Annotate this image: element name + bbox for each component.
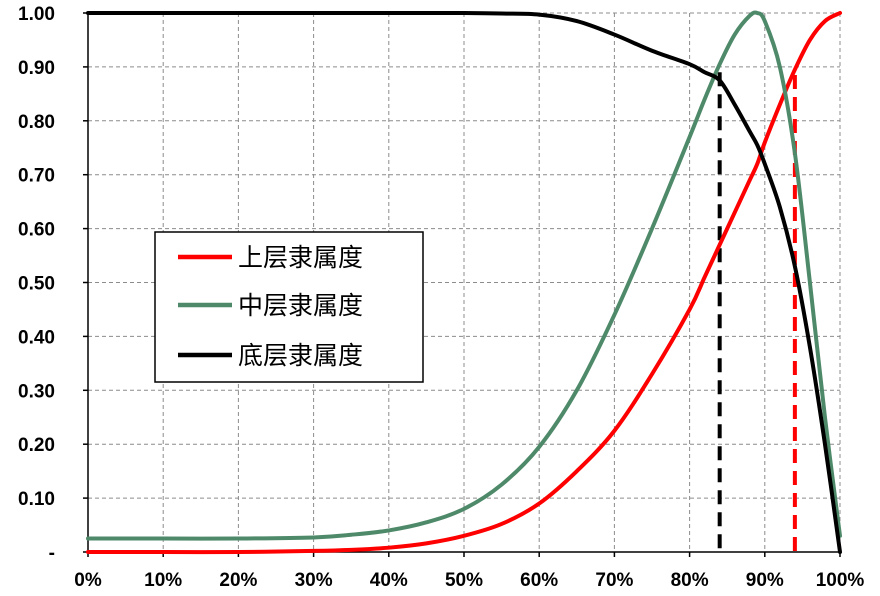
series-line-upper bbox=[86, 11, 842, 555]
x-tick-label: 20% bbox=[219, 570, 257, 591]
y-tick-label: 0.90 bbox=[18, 58, 55, 79]
legend-label-upper: 上层隶属度 bbox=[238, 243, 363, 272]
series-lines bbox=[86, 10, 842, 555]
x-tick-label: 100% bbox=[816, 570, 865, 591]
x-tick-label: 30% bbox=[295, 570, 333, 591]
x-tick-label: 0% bbox=[74, 570, 102, 591]
x-tick-label: 80% bbox=[671, 570, 709, 591]
y-tick-label: 0.20 bbox=[18, 435, 55, 456]
x-tick-label: 10% bbox=[144, 570, 182, 591]
y-tick-label: - bbox=[49, 543, 55, 564]
x-axis-ticks: 0% 10% 20% 30% 40% 50% 60% 70% 80% 90% 100% bbox=[74, 570, 864, 591]
y-tick-label: 0.40 bbox=[18, 327, 55, 348]
series-line-lower bbox=[86, 10, 842, 554]
series-line-middle bbox=[86, 10, 842, 541]
legend-label-lower: 底层隶属度 bbox=[238, 341, 363, 370]
x-tick-label: 50% bbox=[445, 570, 483, 591]
y-tick-label: 0.80 bbox=[18, 112, 55, 133]
y-tick-label: 1.00 bbox=[18, 4, 55, 25]
x-tick-label: 90% bbox=[746, 570, 784, 591]
legend-label-middle: 中层隶属度 bbox=[238, 291, 363, 320]
y-tick-label: 0.50 bbox=[18, 274, 55, 295]
y-axis-ticks: - 0.10 0.20 0.30 0.40 0.50 0.60 0.70 0.80 0.90 1.0… bbox=[18, 4, 55, 564]
y-tick-label: 0.60 bbox=[18, 220, 55, 241]
x-tick-label: 70% bbox=[595, 570, 633, 591]
x-tick-label: 40% bbox=[370, 570, 408, 591]
y-tick-label: 0.10 bbox=[18, 489, 55, 510]
y-tick-label: 0.70 bbox=[18, 166, 55, 187]
x-tick-label: 60% bbox=[520, 570, 558, 591]
legend: 上层隶属度 中层隶属度 底层隶属度 bbox=[154, 231, 424, 383]
y-tick-label: 0.30 bbox=[18, 381, 55, 402]
